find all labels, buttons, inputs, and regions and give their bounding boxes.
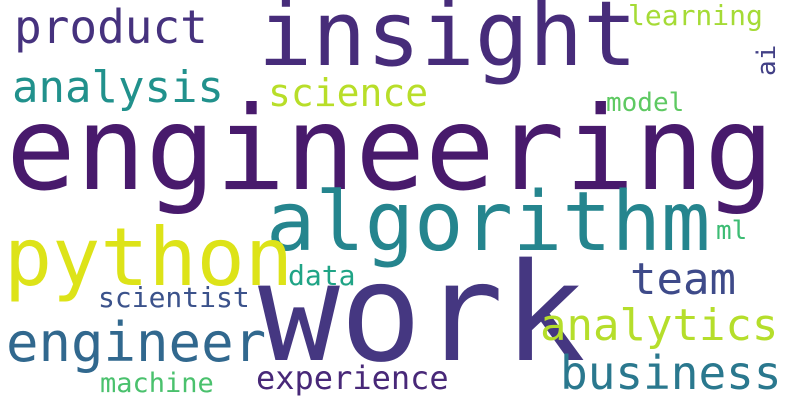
word-learning: learning bbox=[628, 0, 763, 32]
word-scientist: scientist bbox=[98, 281, 250, 314]
word-work: work bbox=[258, 235, 586, 393]
word-algorithm: algorithm bbox=[266, 175, 711, 270]
word-team: team bbox=[630, 254, 736, 305]
word-experience: experience bbox=[256, 359, 449, 397]
word-python: python bbox=[4, 211, 293, 304]
word-analytics: analytics bbox=[540, 300, 779, 351]
word-ai: ai bbox=[752, 44, 782, 76]
word-insight: insight bbox=[258, 0, 638, 87]
word-business: business bbox=[560, 346, 782, 400]
word-analysis: analysis bbox=[12, 62, 224, 113]
word-product: product bbox=[14, 0, 208, 54]
word-data: data bbox=[288, 259, 356, 292]
word-engineering: engineering bbox=[6, 82, 775, 217]
word-machine: machine bbox=[100, 368, 214, 399]
word-ml: ml bbox=[716, 216, 748, 246]
word-engineer: engineer bbox=[6, 311, 267, 374]
word-model: model bbox=[606, 88, 685, 118]
word-science: science bbox=[268, 71, 429, 115]
